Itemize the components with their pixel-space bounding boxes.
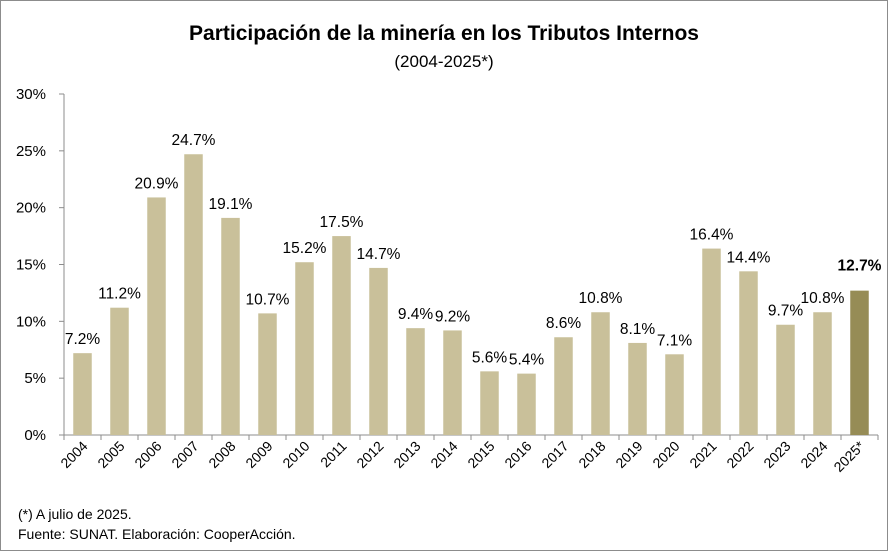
x-tick-label: 2004 bbox=[57, 438, 90, 471]
bar-2006 bbox=[147, 197, 166, 435]
data-label: 14.7% bbox=[357, 246, 401, 263]
bar-2018 bbox=[591, 312, 610, 435]
x-tick-label: 2007 bbox=[168, 438, 201, 471]
data-label: 9.7% bbox=[768, 303, 804, 320]
bar-2023 bbox=[776, 324, 795, 435]
x-tick-label: 2010 bbox=[279, 438, 312, 471]
bar-2013 bbox=[406, 328, 425, 435]
data-label: 24.7% bbox=[172, 132, 216, 149]
data-label: 5.6% bbox=[472, 349, 508, 366]
y-axis: 0% 5% 10% 15% 20% 25% 30% bbox=[16, 86, 65, 444]
chart-title: Participación de la minería en los Tribu… bbox=[189, 22, 699, 45]
y-tick-label: 5% bbox=[24, 370, 46, 387]
bar-2007 bbox=[184, 154, 203, 435]
y-tick-label: 25% bbox=[16, 143, 46, 160]
data-label: 19.1% bbox=[209, 196, 253, 213]
bar-2024 bbox=[813, 312, 832, 435]
x-tick-label: 2016 bbox=[501, 438, 534, 471]
bar-2017 bbox=[554, 337, 573, 435]
data-label: 7.1% bbox=[657, 332, 693, 349]
y-tick-label: 20% bbox=[16, 200, 46, 217]
data-label: 5.4% bbox=[509, 352, 545, 369]
x-tick-label: 2018 bbox=[575, 438, 608, 471]
chart-subtitle: (2004-2025*) bbox=[394, 52, 493, 71]
bar-2019 bbox=[628, 342, 647, 435]
x-tick-label: 2025* bbox=[830, 437, 868, 475]
data-label: 15.2% bbox=[283, 240, 327, 257]
bar-2012 bbox=[369, 267, 388, 435]
data-labels: 7.2% 11.2% 20.9% 24.7% 19.1% 10.7% 15.2% 17.5% 1… bbox=[65, 132, 882, 368]
bar-2014 bbox=[443, 330, 462, 435]
x-tick-label: 2014 bbox=[427, 438, 460, 471]
x-tick-label: 2023 bbox=[760, 438, 793, 471]
data-label: 8.1% bbox=[620, 321, 656, 338]
x-tick-label: 2009 bbox=[242, 438, 275, 471]
data-label: 8.6% bbox=[546, 315, 582, 332]
data-label: 9.2% bbox=[435, 308, 471, 325]
bar-2009 bbox=[258, 313, 277, 435]
y-tick-label: 10% bbox=[16, 313, 46, 330]
x-tick-label: 2008 bbox=[205, 438, 238, 471]
x-tick-label: 2011 bbox=[317, 438, 350, 471]
bars bbox=[73, 154, 869, 435]
data-label: 7.2% bbox=[65, 331, 101, 348]
x-tick-label: 2024 bbox=[797, 438, 830, 471]
x-tick-label: 2017 bbox=[538, 438, 571, 471]
bar-2025 bbox=[850, 290, 869, 435]
data-label: 12.7% bbox=[838, 258, 882, 275]
source-note: Fuente: SUNAT. Elaboración: CooperAcción… bbox=[18, 526, 296, 542]
data-label: 10.8% bbox=[579, 290, 623, 307]
bar-2011 bbox=[332, 236, 351, 435]
bar-2022 bbox=[739, 271, 758, 435]
y-tick-label: 30% bbox=[16, 86, 46, 103]
data-label: 20.9% bbox=[135, 175, 179, 192]
data-label: 16.4% bbox=[690, 227, 734, 244]
data-label: 10.7% bbox=[246, 291, 290, 308]
bar-2005 bbox=[110, 307, 129, 435]
bar-2020 bbox=[665, 354, 684, 435]
data-label: 14.4% bbox=[727, 249, 771, 266]
x-tick-label: 2021 bbox=[686, 438, 719, 471]
data-label: 9.4% bbox=[398, 306, 434, 323]
x-axis: 2004 2005 2006 2007 2008 2009 2010 2011 2012 2013… bbox=[57, 434, 879, 475]
x-tick-label: 2012 bbox=[353, 438, 386, 471]
bar-2004 bbox=[73, 353, 92, 435]
bar-2016 bbox=[517, 373, 536, 435]
x-tick-label: 2019 bbox=[612, 438, 645, 471]
bar-2010 bbox=[295, 262, 314, 435]
bar-2021 bbox=[702, 248, 721, 435]
bar-2015 bbox=[480, 371, 499, 435]
data-label: 17.5% bbox=[320, 214, 364, 231]
data-label: 10.8% bbox=[801, 290, 845, 307]
x-tick-label: 2013 bbox=[390, 438, 423, 471]
y-tick-label: 15% bbox=[16, 257, 46, 274]
y-tick-label: 0% bbox=[24, 427, 46, 444]
x-tick-label: 2006 bbox=[131, 438, 164, 471]
data-label: 11.2% bbox=[98, 286, 141, 303]
x-tick-label: 2022 bbox=[723, 438, 756, 471]
x-tick-label: 2020 bbox=[649, 438, 682, 471]
x-tick-label: 2005 bbox=[94, 438, 127, 471]
x-tick-label: 2015 bbox=[464, 438, 497, 471]
bar-2008 bbox=[221, 217, 240, 435]
footnote: (*) A julio de 2025. bbox=[18, 506, 132, 522]
